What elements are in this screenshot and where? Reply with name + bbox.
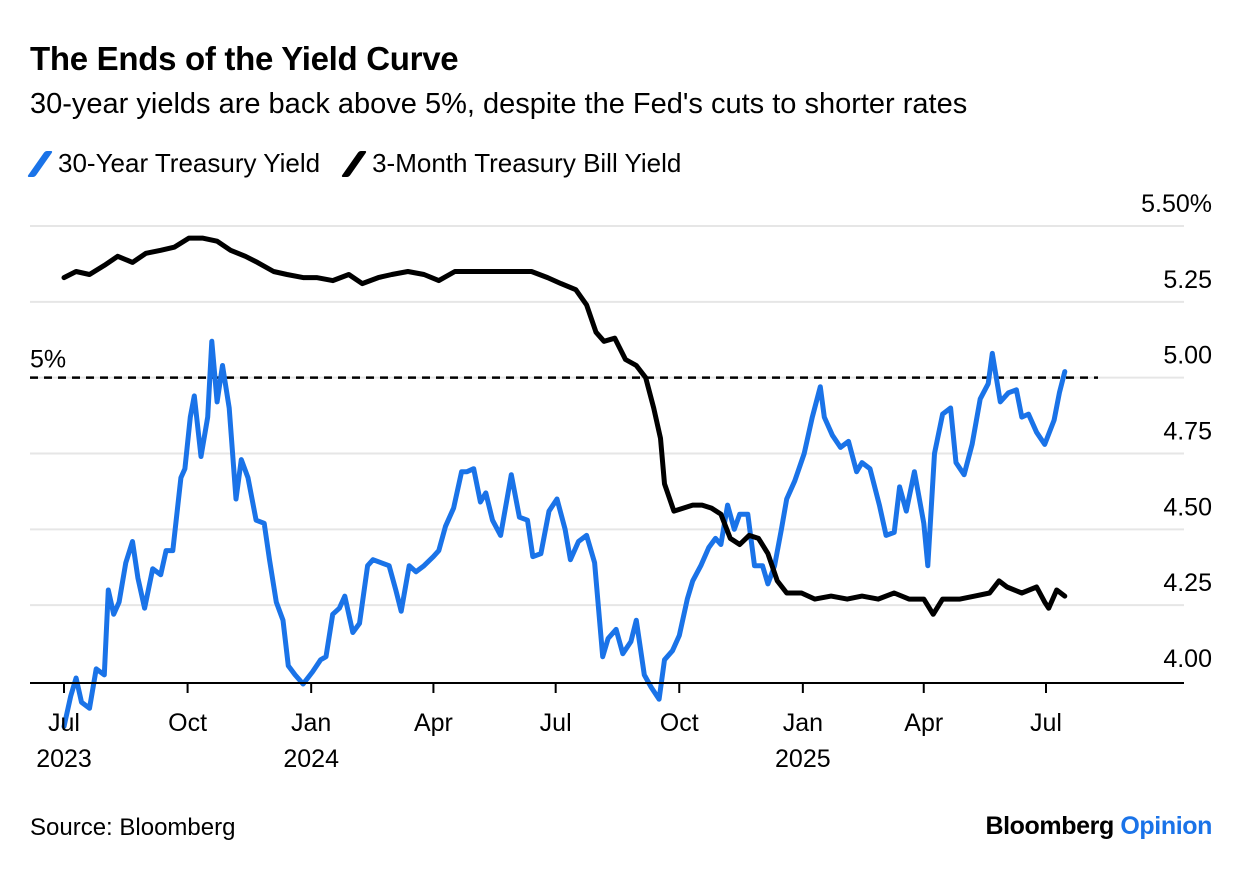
series-layer xyxy=(30,235,1098,729)
source-note: Source: Bloomberg xyxy=(30,814,236,841)
x-tick-year-label: 2023 xyxy=(36,745,92,773)
legend-item-30y: 30-Year Treasury Yield xyxy=(26,148,321,179)
y-tick-label: 4.75 xyxy=(1163,418,1212,446)
y-tick-label: 5.00 xyxy=(1163,342,1212,370)
y-tick-label: 4.00 xyxy=(1163,645,1212,673)
y-tick-label: 4.50 xyxy=(1163,493,1212,521)
grid-layer xyxy=(30,225,1184,607)
x-tick-label: Oct xyxy=(168,709,207,737)
brand-accent: Opinion xyxy=(1120,812,1212,840)
y-tick-label: 5.50% xyxy=(1141,190,1212,218)
x-tick-label: Apr xyxy=(414,709,453,737)
chart-legend: 30-Year Treasury Yield 3-Month Treasury … xyxy=(26,148,705,179)
x-tick-year-label: 2025 xyxy=(775,745,831,773)
x-tick-label: Jul xyxy=(1030,709,1062,737)
series-line-3m xyxy=(61,235,1068,617)
x-tick-label: Apr xyxy=(904,709,943,737)
y-tick-label: 5.25 xyxy=(1163,266,1212,294)
page-subtitle: 30-year yields are back above 5%, despit… xyxy=(30,88,968,120)
x-tick-label: Oct xyxy=(660,709,699,737)
brand-logo: Bloomberg Opinion xyxy=(985,812,1212,841)
brand-main: Bloomberg xyxy=(985,812,1114,840)
x-tick-label: Jul xyxy=(48,709,80,737)
x-tick-label: Jan xyxy=(291,709,331,737)
legend-item-3m: 3-Month Treasury Bill Yield xyxy=(340,148,682,179)
reference-line-label: 5% xyxy=(30,346,66,374)
x-tick-label: Jan xyxy=(783,709,823,737)
series-line-30y xyxy=(61,338,1068,729)
x-tick-label: Jul xyxy=(540,709,572,737)
legend-label-3m: 3-Month Treasury Bill Yield xyxy=(372,148,682,178)
page-title: The Ends of the Yield Curve xyxy=(30,40,459,77)
x-tick-year-label: 2024 xyxy=(283,745,339,773)
legend-label-30y: 30-Year Treasury Yield xyxy=(58,148,321,178)
y-tick-label: 4.25 xyxy=(1163,569,1212,597)
axis-layer: 4.00 4.25 4.50 4.75 5.00 5.25 5.50% Jul 2023 Oct J… xyxy=(30,190,1212,773)
